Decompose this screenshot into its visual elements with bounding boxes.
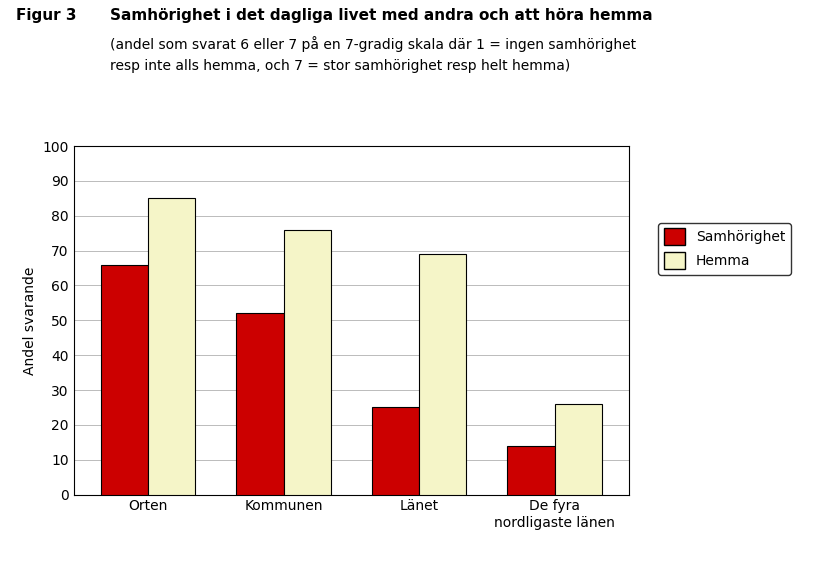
Bar (283, 230, 331, 495)
Legend: Samhörighet, Hemma: Samhörighet, Hemma (659, 223, 791, 275)
Text: (andel som svarat 6 eller 7 på en 7-gradig skala där 1 = ingen samhörighet: (andel som svarat 6 eller 7 på en 7-grad… (110, 37, 636, 52)
Bar (372, 407, 419, 495)
Bar (419, 254, 467, 495)
Text: resp inte alls hemma, och 7 = stor samhörighet resp helt hemma): resp inte alls hemma, och 7 = stor samhö… (110, 59, 570, 73)
Y-axis label: Andel svarande: Andel svarande (23, 266, 37, 374)
Bar (507, 446, 555, 495)
Bar (236, 314, 283, 495)
Bar (100, 265, 148, 495)
Text: Figur 3: Figur 3 (16, 8, 77, 24)
Bar (555, 404, 602, 495)
Text: Samhörighet i det dagliga livet med andra och att höra hemma: Samhörighet i det dagliga livet med andr… (110, 8, 653, 24)
Bar (148, 198, 195, 495)
